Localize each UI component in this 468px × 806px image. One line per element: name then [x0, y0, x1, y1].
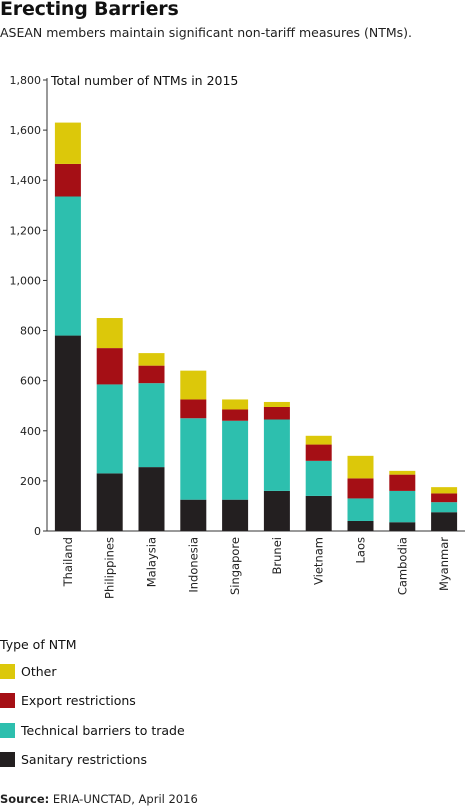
- bar-segment-technical-barriers-to-trade: [389, 490, 416, 523]
- x-tick-label: Indonesia: [186, 537, 200, 593]
- legend-swatch-technical-barriers: [0, 722, 15, 738]
- y-tick-label: 1,200: [10, 224, 42, 237]
- legend: Type of NTM Other Export restrictions Te…: [0, 637, 185, 780]
- y-tick-label: 1,600: [10, 124, 42, 137]
- bar-segment-other: [180, 370, 207, 400]
- x-tick-label: Cambodia: [395, 537, 409, 595]
- bar-segment-export-restrictions: [54, 163, 81, 197]
- bar-segment-technical-barriers-to-trade: [180, 418, 207, 500]
- bar-segment-sanitary-restrictions: [222, 499, 249, 531]
- legend-item-sanitary-restrictions: Sanitary restrictions: [0, 751, 185, 769]
- bar-segment-other: [54, 122, 81, 164]
- y-tick-label: 1,800: [10, 74, 42, 87]
- x-tick-label: Vietnam: [312, 537, 326, 585]
- x-tick-label: Malaysia: [145, 537, 159, 587]
- source-note: Source: ERIA-UNCTAD, April 2016: [0, 792, 198, 806]
- stacked-bar-chart: 0 200 400 600 800 1,000 1,200 1,400 1,600 1,800 To…: [10, 73, 465, 599]
- bar-segment-other: [222, 399, 249, 410]
- source-text: ERIA-UNCTAD, April 2016: [49, 792, 198, 806]
- x-tick-label: Brunei: [270, 537, 284, 574]
- legend-label-export-restrictions: Export restrictions: [21, 693, 136, 708]
- source-prefix: Source:: [0, 792, 50, 806]
- legend-item-technical-barriers: Technical barriers to trade: [0, 721, 185, 739]
- bar-segment-export-restrictions: [138, 365, 165, 384]
- bar-segment-export-restrictions: [389, 474, 416, 491]
- bar-segment-sanitary-restrictions: [305, 495, 332, 531]
- x-tick-label: Laos: [354, 537, 368, 563]
- legend-item-other: Other: [0, 662, 185, 680]
- bar-segment-technical-barriers-to-trade: [305, 460, 332, 496]
- y-tick-label: 1,000: [10, 274, 42, 287]
- bar-segment-technical-barriers-to-trade: [431, 502, 458, 513]
- legend-swatch-other: [0, 663, 15, 679]
- bar-segment-export-restrictions: [96, 348, 123, 385]
- bar-segment-other: [389, 470, 416, 475]
- bar-segment-technical-barriers-to-trade: [138, 383, 165, 468]
- x-tick-label: Thailand: [61, 537, 75, 587]
- y-tick-label: 1,400: [10, 174, 42, 187]
- bar-segment-export-restrictions: [305, 444, 332, 461]
- bar-segment-other: [431, 487, 458, 494]
- bar-segment-other: [347, 455, 374, 479]
- bar-segment-technical-barriers-to-trade: [263, 419, 290, 491]
- bar-segment-sanitary-restrictions: [54, 335, 81, 531]
- bar-segment-sanitary-restrictions: [138, 467, 165, 531]
- legend-label-sanitary-restrictions: Sanitary restrictions: [21, 752, 147, 767]
- y-tick-label: 600: [20, 375, 41, 388]
- bar-segment-export-restrictions: [431, 493, 458, 503]
- legend-swatch-export-restrictions: [0, 693, 15, 708]
- bar-segment-export-restrictions: [222, 409, 249, 421]
- y-tick-label: 200: [20, 475, 41, 488]
- legend-item-export-restrictions: Export restrictions: [0, 692, 185, 710]
- bar-segment-export-restrictions: [347, 478, 374, 499]
- y-tick-label: 800: [20, 325, 41, 338]
- legend-label-technical-barriers: Technical barriers to trade: [21, 722, 185, 738]
- legend-label-other: Other: [21, 663, 57, 679]
- bar-segment-sanitary-restrictions: [263, 490, 290, 531]
- x-tick-label: Philippines: [103, 537, 117, 599]
- chart-title: Total number of NTMs in 2015: [50, 73, 238, 88]
- bar-segment-other: [138, 353, 165, 366]
- bar-segment-technical-barriers-to-trade: [96, 384, 123, 474]
- bar-segment-other: [96, 318, 123, 349]
- legend-title: Type of NTM: [0, 637, 77, 652]
- legend-swatch-sanitary-restrictions: [0, 752, 15, 767]
- y-tick-label: 400: [20, 425, 41, 438]
- bar-segment-technical-barriers-to-trade: [54, 196, 81, 336]
- bar-segment-other: [263, 401, 290, 407]
- y-tick-label: 0: [34, 525, 41, 538]
- bar-segment-sanitary-restrictions: [347, 520, 374, 531]
- page-subtitle: ASEAN members maintain significant non-t…: [0, 25, 413, 40]
- bar-segment-export-restrictions: [263, 406, 290, 420]
- bar-segment-export-restrictions: [180, 399, 207, 419]
- x-tick-label: Myanmar: [437, 537, 451, 591]
- bar-segment-sanitary-restrictions: [180, 499, 207, 531]
- bar-segment-technical-barriers-to-trade: [347, 498, 374, 521]
- x-tick-label: Singapore: [228, 537, 242, 595]
- bar-segment-sanitary-restrictions: [431, 512, 458, 531]
- page-title: Erecting Barriers: [0, 0, 179, 20]
- bar-segment-technical-barriers-to-trade: [222, 420, 249, 500]
- bar-segment-sanitary-restrictions: [96, 473, 123, 531]
- bar-segment-sanitary-restrictions: [389, 522, 416, 531]
- bar-segment-other: [305, 435, 332, 445]
